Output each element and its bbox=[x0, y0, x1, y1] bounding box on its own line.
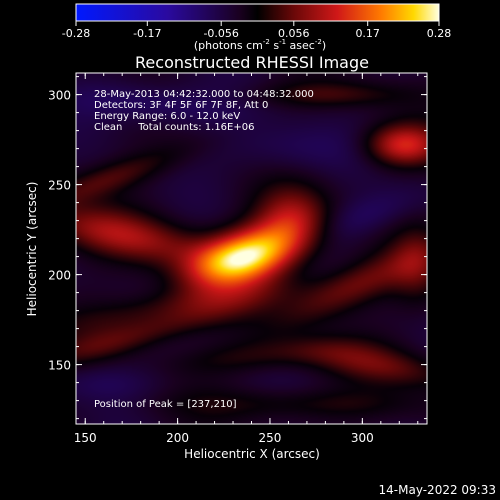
colorbar-tick-label: -0.17 bbox=[133, 27, 161, 40]
colorbar: -0.28 -0.17 -0.056 0.056 0.17 0.28 (photons c… bbox=[62, 3, 451, 52]
x-tick-label: 200 bbox=[166, 431, 189, 445]
info-time-range: 28-May-2013 04:42:32.000 to 04:48:32.000 bbox=[94, 89, 314, 100]
x-tick-label: 300 bbox=[351, 431, 374, 445]
x-axis-ticks: 150 200 250 300 bbox=[74, 73, 419, 445]
observation-info: 28-May-2013 04:42:32.000 to 04:48:32.000… bbox=[94, 89, 314, 133]
x-tick-label: 250 bbox=[259, 431, 282, 445]
y-tick-label: 200 bbox=[48, 269, 71, 283]
colorbar-tick-label: -0.28 bbox=[62, 27, 90, 40]
colorbar-gradient bbox=[76, 4, 439, 21]
y-tick-label: 250 bbox=[48, 179, 71, 193]
footer-timestamp: 14-May-2022 09:33 bbox=[379, 483, 496, 497]
info-clean-counts: Clean Total counts: 1.16E+06 bbox=[94, 122, 254, 133]
y-axis-label: Heliocentric Y (arcsec) bbox=[25, 182, 39, 317]
y-tick-label: 300 bbox=[48, 89, 71, 103]
x-tick-label: 150 bbox=[74, 431, 97, 445]
colorbar-tick-label: 0.28 bbox=[427, 27, 452, 40]
colorbar-tick-label: -0.056 bbox=[203, 27, 238, 40]
colorbar-tick-label: 0.056 bbox=[278, 27, 310, 40]
colorbar-tick-label: 0.17 bbox=[355, 27, 380, 40]
x-axis-label: Heliocentric X (arcsec) bbox=[184, 447, 320, 461]
colorbar-frame bbox=[75, 3, 440, 22]
peak-position-label: Position of Peak = [237,210] bbox=[94, 399, 237, 410]
colorbar-units: (photons cm-2 s-1 asec-2) bbox=[194, 38, 326, 52]
y-axis-ticks: 150 200 250 300 bbox=[48, 76, 427, 420]
info-detectors: Detectors: 3F 4F 5F 6F 7F 8F, Att 0 bbox=[94, 100, 268, 111]
y-tick-label: 150 bbox=[48, 359, 71, 373]
chart-title: Reconstructed RHESSI Image bbox=[135, 53, 369, 72]
heatmap-image bbox=[76, 73, 427, 424]
info-energy-range: Energy Range: 6.0 - 12.0 keV bbox=[94, 111, 240, 122]
colorbar-ticks: -0.28 -0.17 -0.056 0.056 0.17 0.28 bbox=[62, 21, 451, 40]
